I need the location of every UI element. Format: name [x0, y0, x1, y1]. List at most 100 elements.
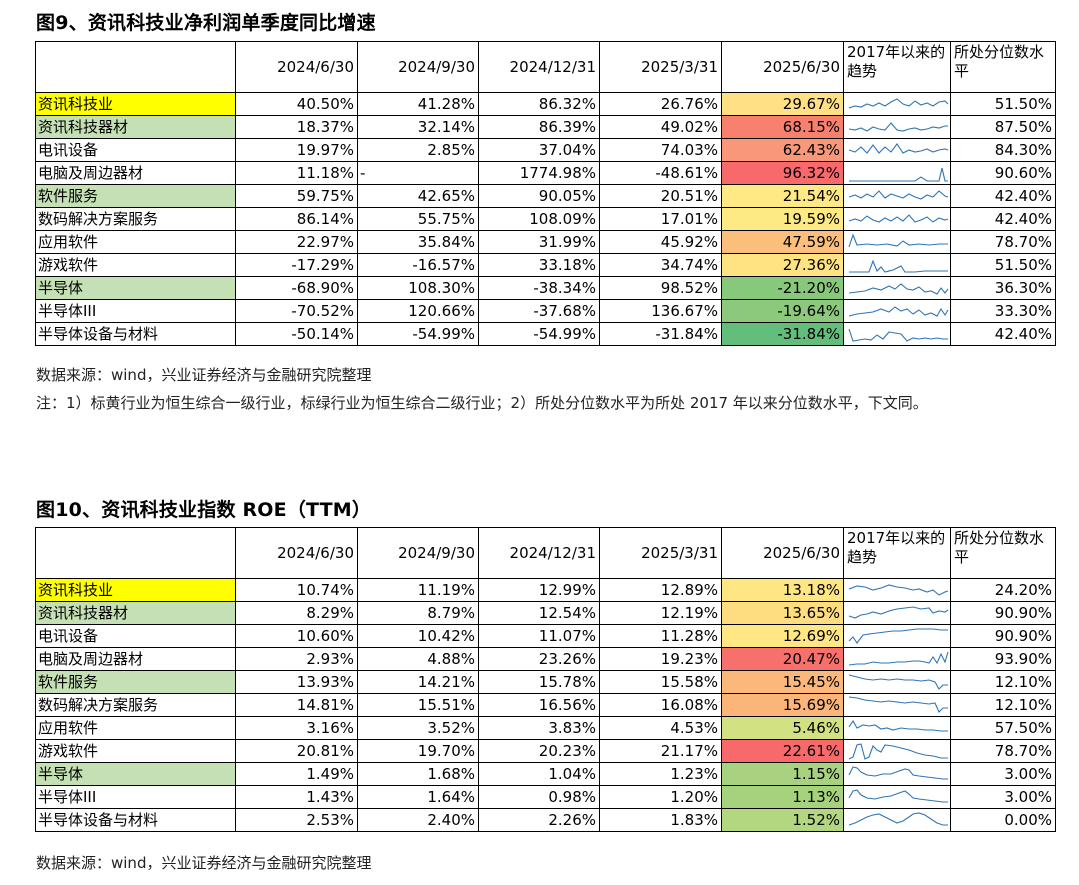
sparkline-line [848, 674, 948, 690]
value-cell: -70.52% [235, 299, 358, 323]
sparkline-line [848, 696, 948, 713]
table-row: 资讯科技业 10.74% 11.19% 12.99% 12.89% 13.18% 24.20… [35, 578, 1056, 602]
latest-value-cell: 12.69% [721, 624, 844, 648]
value-cell: 1774.98% [478, 161, 600, 185]
industry-name: 半导体III [35, 785, 236, 809]
value-cell: -54.99% [357, 322, 479, 346]
trend-sparkline [843, 138, 951, 162]
value-cell: 86.39% [478, 115, 600, 139]
latest-value-cell: 13.65% [721, 601, 844, 625]
percentile-cell: 33.30% [950, 299, 1056, 323]
industry-name: 资讯科技器材 [35, 601, 236, 625]
latest-value-cell: 20.47% [721, 647, 844, 671]
value-cell: 19.70% [357, 739, 479, 763]
industry-name: 半导体 [35, 276, 236, 300]
industry-name: 半导体设备与材料 [35, 808, 236, 832]
sparkline-line [848, 328, 948, 342]
sparkline-line [848, 651, 949, 666]
industry-name: 半导体设备与材料 [35, 322, 236, 346]
sparkline-chart [849, 259, 948, 273]
sparkline-line [848, 306, 949, 317]
trend-sparkline [843, 624, 951, 648]
header-blank [35, 41, 236, 93]
table-row: 电讯设备 10.60% 10.42% 11.07% 11.28% 12.69% 90.90% [35, 624, 1056, 648]
value-cell: 33.18% [478, 253, 600, 277]
value-cell: 98.52% [599, 276, 722, 300]
value-cell: 14.21% [357, 670, 479, 694]
latest-value-cell: 13.18% [721, 578, 844, 602]
industry-name: 资讯科技器材 [35, 115, 236, 139]
percentile-cell: 0.00% [950, 808, 1056, 832]
table-row: 资讯科技器材 8.29% 8.79% 12.54% 12.19% 13.65% 90.90% [35, 601, 1056, 625]
sparkline-chart [848, 283, 949, 295]
roe-ttm-table: 2024/6/30 2024/9/30 2024/12/31 2025/3/31 202… [35, 527, 1056, 832]
sparkline-chart [848, 696, 948, 713]
percentile-cell: 42.40% [950, 184, 1056, 208]
latest-value-cell: -19.64% [721, 299, 844, 323]
value-cell: 2.93% [235, 647, 358, 671]
value-cell: 12.89% [599, 578, 722, 602]
latest-value-cell: 68.15% [721, 115, 844, 139]
header-date: 2024/12/31 [478, 41, 600, 93]
trend-sparkline [843, 230, 951, 254]
table-row: 软件服务 59.75% 42.65% 90.05% 20.51% 21.54% 42.40% [35, 184, 1056, 208]
sparkline-chart [848, 651, 949, 666]
value-cell: 1.04% [478, 762, 600, 786]
value-cell: 86.32% [478, 92, 600, 116]
latest-value-cell: 29.67% [721, 92, 844, 116]
value-cell: 17.01% [599, 207, 722, 231]
header-trend: 2017年以来的趋势 [843, 41, 951, 93]
value-cell: 10.42% [357, 624, 479, 648]
sparkline-chart [849, 167, 948, 182]
value-cell: -37.68% [478, 299, 600, 323]
value-cell: 37.04% [478, 138, 600, 162]
percentile-cell: 24.20% [950, 578, 1056, 602]
value-cell: 21.17% [599, 739, 722, 763]
industry-name: 电讯设备 [35, 624, 236, 648]
value-cell: 86.14% [235, 207, 358, 231]
trend-sparkline [843, 785, 951, 809]
percentile-cell: 51.50% [950, 253, 1056, 277]
table-row: 半导体 -68.90% 108.30% -38.34% 98.52% -21.20% 36.… [35, 276, 1056, 300]
header-date: 2024/12/31 [478, 527, 600, 579]
sparkline-chart [848, 190, 949, 200]
value-cell: 41.28% [357, 92, 479, 116]
trend-sparkline [843, 578, 951, 602]
percentile-cell: 12.10% [950, 693, 1056, 717]
percentile-cell: 90.60% [950, 161, 1056, 185]
value-cell: 108.30% [357, 276, 479, 300]
value-cell: 90.05% [478, 184, 600, 208]
value-cell: 8.29% [235, 601, 358, 625]
trend-sparkline [843, 115, 951, 139]
table-row: 半导体III 1.43% 1.64% 0.98% 1.20% 1.13% 3.00% [35, 785, 1056, 809]
value-cell: 11.19% [357, 578, 479, 602]
sparkline-line [849, 259, 948, 273]
value-cell: 20.51% [599, 184, 722, 208]
value-cell: 11.18% [235, 161, 358, 185]
value-cell: 12.54% [478, 601, 600, 625]
sparkline-chart [848, 214, 949, 223]
sparkline-line [848, 214, 949, 223]
value-cell: 3.16% [235, 716, 358, 740]
value-cell: 59.75% [235, 184, 358, 208]
table-row: 半导体III -70.52% 120.66% -37.68% 136.67% -19.64… [35, 299, 1056, 323]
value-cell: 49.02% [599, 115, 722, 139]
trend-sparkline [843, 647, 951, 671]
trend-sparkline [843, 184, 951, 208]
figure-10-source: 数据来源：wind，兴业证券经济与金融研究院整理 [36, 854, 372, 872]
value-cell: 32.14% [357, 115, 479, 139]
industry-name: 电脑及周边器材 [35, 161, 236, 185]
value-cell: -16.57% [357, 253, 479, 277]
value-cell: 1.43% [235, 785, 358, 809]
value-cell: 74.03% [599, 138, 722, 162]
table-row: 资讯科技业 40.50% 41.28% 86.32% 26.76% 29.67% 51.50… [35, 92, 1056, 116]
value-cell: 34.74% [599, 253, 722, 277]
value-cell: -17.29% [235, 253, 358, 277]
trend-sparkline [843, 808, 951, 832]
latest-value-cell: 21.54% [721, 184, 844, 208]
figure-10-title: 图10、资讯科技业指数 ROE（TTM） [36, 499, 372, 521]
value-cell: 3.83% [478, 716, 600, 740]
trend-sparkline [843, 299, 951, 323]
sparkline-chart [848, 789, 948, 803]
industry-name: 应用软件 [35, 230, 236, 254]
